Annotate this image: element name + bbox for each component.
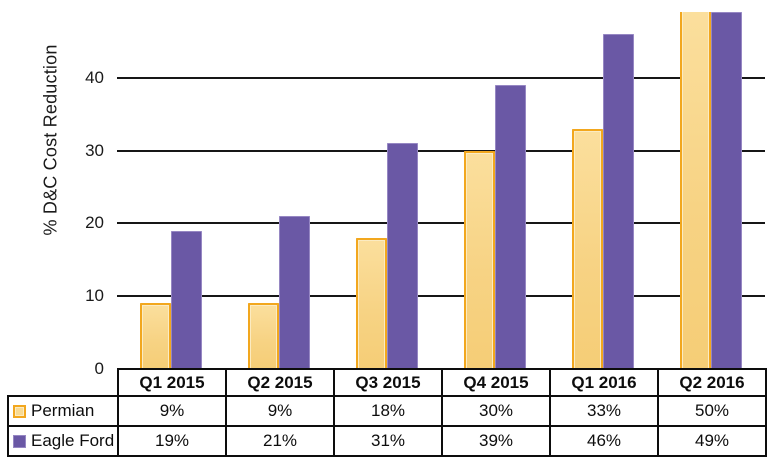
table-header-q3-2015: Q3 2015 (333, 368, 443, 397)
value-cell-eagle-ford-q1-2015: 19% (117, 425, 227, 457)
table-header-row: Q1 2015 Q2 2015 Q3 2015 Q4 2015 Q1 2016 Q2 20… (8, 368, 767, 397)
value-cell-permian-q1-2016: 33% (549, 395, 659, 427)
y-tick-label-40: 40 (85, 67, 104, 87)
value-cell-permian-q2-2016: 50% (657, 395, 767, 427)
bar-permian-q2-2015 (248, 303, 279, 369)
bar-eagle-ford-q2-2016 (711, 12, 742, 369)
value-cell-eagle-ford-q2-2015: 21% (225, 425, 335, 457)
bar-group-q2-2016 (657, 12, 765, 369)
bar-group-q2-2015 (225, 12, 333, 369)
value-cell-eagle-ford-q2-2016: 49% (657, 425, 767, 457)
legend-label-eagle-ford: Eagle Ford (31, 431, 115, 450)
table-header-q4-2015: Q4 2015 (441, 368, 551, 397)
bar-group-q4-2015 (441, 12, 549, 369)
value-cell-eagle-ford-q4-2015: 39% (441, 425, 551, 457)
bar-eagle-ford-q3-2015 (387, 143, 418, 369)
y-tick-label-30: 30 (85, 140, 104, 160)
y-tick-label-10: 10 (85, 286, 104, 306)
legend-cell-eagle-ford: Eagle Ford (7, 425, 119, 457)
table-row-eagle-ford: Eagle Ford 19% 21% 31% 39% 46% 49% (7, 425, 767, 457)
bars-layer (117, 12, 765, 369)
legend-cell-permian: Permian (7, 395, 119, 427)
legend-label-permian: Permian (31, 401, 95, 420)
value-cell-permian-q4-2015: 30% (441, 395, 551, 427)
y-tick-label-0: 0 (94, 359, 104, 378)
data-table: Q1 2015 Q2 2015 Q3 2015 Q4 2015 Q1 2016 Q2 20… (7, 368, 767, 457)
table-corner-blank-cell (8, 369, 118, 396)
bar-permian-q1-2016 (572, 129, 603, 369)
legend-swatch-icon-permian (13, 404, 26, 418)
y-axis-title: % D&C Cost Reduction (40, 44, 61, 236)
table-header-q1-2016: Q1 2016 (549, 368, 659, 397)
bar-group-q1-2015 (117, 12, 225, 369)
bar-eagle-ford-q1-2016 (603, 34, 634, 369)
plot-area (117, 12, 765, 369)
bar-eagle-ford-q2-2015 (279, 216, 310, 369)
value-cell-eagle-ford-q3-2015: 31% (333, 425, 443, 457)
bar-permian-q2-2016 (680, 12, 711, 369)
value-cell-permian-q1-2015: 9% (117, 395, 227, 427)
bar-eagle-ford-q4-2015 (495, 85, 526, 369)
gridline-10 (117, 295, 765, 298)
value-cell-eagle-ford-q1-2016: 46% (549, 425, 659, 457)
bar-permian-q1-2015 (140, 303, 171, 369)
bar-permian-q3-2015 (356, 238, 387, 369)
gridline-40 (117, 76, 765, 79)
table-header-q2-2015: Q2 2015 (225, 368, 335, 397)
value-cell-permian-q3-2015: 18% (333, 395, 443, 427)
table-row-permian: Permian 9% 9% 18% 30% 33% 50% (7, 395, 767, 427)
bar-group-q1-2016 (549, 12, 657, 369)
gridline-20 (117, 222, 765, 225)
bar-group-q3-2015 (333, 12, 441, 369)
table-header-q1-2015: Q1 2015 (117, 368, 227, 397)
bar-eagle-ford-q1-2015 (171, 231, 202, 369)
legend-swatch-icon-eagle-ford (13, 434, 26, 448)
value-cell-permian-q2-2015: 9% (225, 395, 335, 427)
bar-permian-q4-2015 (464, 151, 495, 369)
table-header-q2-2016: Q2 2016 (657, 368, 767, 397)
gridline-30 (117, 149, 765, 152)
y-tick-label-20: 20 (85, 213, 104, 233)
